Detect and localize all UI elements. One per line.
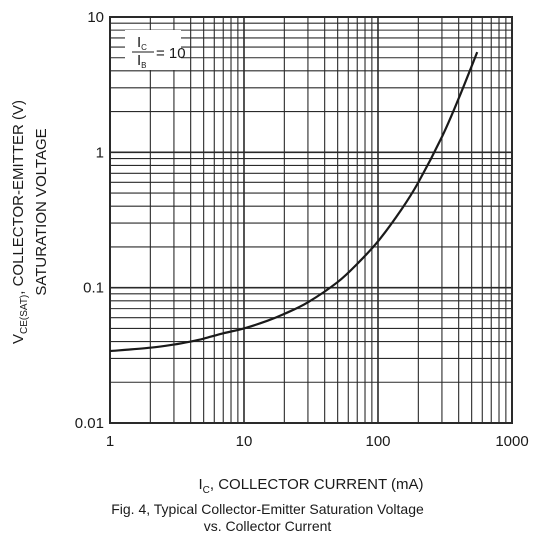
condition-value: = 10 (156, 45, 186, 62)
figure-caption-line2: vs. Collector Current (203, 518, 332, 534)
y-tick-label: 1 (96, 144, 104, 161)
condition-annotation: IC IB = 10 (125, 30, 186, 70)
x-axis-label: IC, COLLECTOR CURRENT (mA) (198, 476, 423, 496)
condition-background (125, 30, 181, 70)
figure-caption-line1: Fig. 4, Typical Collector-Emitter Satura… (111, 501, 424, 517)
series-group (109, 51, 479, 353)
plot-frame (109, 16, 513, 424)
y-tick-label: 0.1 (83, 280, 104, 297)
x-tick-label: 10 (236, 433, 253, 450)
x-tick-label: 1000 (495, 433, 528, 450)
tick-labels: 1 10 100 1000 0.01 0.1 1 10 (75, 9, 529, 450)
x-tick-label: 100 (365, 433, 390, 450)
y-axis-label-line1: VCE(SAT), COLLECTOR-EMITTER (V) (10, 100, 30, 344)
y-axis-label-line2: SATURATION VOLTAGE (33, 128, 50, 295)
y-tick-label: 0.01 (75, 415, 104, 432)
condition-numerator: IC (137, 34, 147, 52)
condition-denominator: IB (137, 52, 147, 70)
series-line-0 (109, 51, 479, 353)
y-tick-label: 10 (87, 9, 104, 26)
grid (109, 16, 513, 424)
x-tick-label: 1 (106, 433, 114, 450)
